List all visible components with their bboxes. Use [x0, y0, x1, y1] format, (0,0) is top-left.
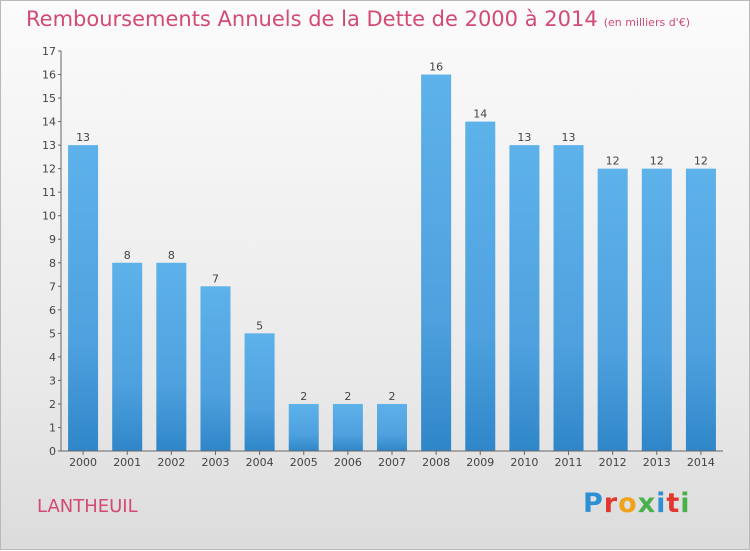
- y-tick-label: 14: [42, 116, 56, 129]
- x-tick-label: 2012: [599, 456, 627, 469]
- bar: [68, 145, 99, 451]
- y-tick-label: 9: [49, 233, 56, 246]
- data-label: 12: [650, 155, 664, 168]
- x-tick-label: 2003: [201, 456, 229, 469]
- x-tick-label: 2004: [246, 456, 274, 469]
- data-label: 13: [562, 131, 576, 144]
- bar: [509, 145, 540, 451]
- bar: [288, 403, 319, 451]
- x-tick-label: 2006: [334, 456, 362, 469]
- chart-title-text: Remboursements Annuels de la Dette de 20…: [26, 7, 598, 31]
- x-tick-label: 2000: [69, 456, 97, 469]
- y-tick-label: 10: [42, 210, 56, 223]
- y-tick-label: 16: [42, 69, 56, 82]
- x-tick-label: 2005: [290, 456, 318, 469]
- x-tick-label: 2010: [510, 456, 538, 469]
- x-tick-label: 2007: [378, 456, 406, 469]
- y-tick-label: 1: [49, 421, 56, 434]
- chart-title: Remboursements Annuels de la Dette de 20…: [26, 7, 690, 31]
- y-tick-label: 6: [49, 304, 56, 317]
- bar: [465, 121, 496, 452]
- y-tick-label: 13: [42, 139, 56, 152]
- bar: [421, 74, 452, 451]
- bar: [244, 333, 275, 451]
- y-tick-label: 8: [49, 257, 56, 270]
- y-tick-label: 5: [49, 327, 56, 340]
- y-tick-label: 2: [49, 398, 56, 411]
- data-label: 13: [76, 131, 90, 144]
- data-label: 12: [694, 155, 708, 168]
- bar: [553, 145, 584, 451]
- y-tick-label: 0: [49, 445, 56, 458]
- x-tick-label: 2008: [422, 456, 450, 469]
- y-tick-label: 17: [42, 45, 56, 58]
- logo-letter: t: [666, 488, 681, 519]
- chart-unit: (en milliers d'€): [603, 16, 690, 29]
- data-label: 2: [344, 390, 351, 403]
- bar: [156, 262, 187, 451]
- data-label: 8: [124, 249, 131, 262]
- y-tick-label: 4: [49, 351, 56, 364]
- commune-name: LANTHEUIL: [37, 496, 138, 517]
- proxiti-logo[interactable]: Proxiti: [583, 488, 691, 519]
- x-tick-label: 2009: [466, 456, 494, 469]
- logo-letter: o: [618, 488, 638, 519]
- x-tick-label: 2011: [555, 456, 583, 469]
- data-label: 2: [389, 390, 396, 403]
- data-label: 7: [212, 272, 219, 285]
- y-tick-label: 3: [49, 374, 56, 387]
- bar: [685, 168, 716, 451]
- logo-letter: i: [656, 488, 667, 519]
- data-label: 14: [473, 108, 487, 121]
- bar: [112, 262, 143, 451]
- y-tick-label: 11: [42, 186, 56, 199]
- bar: [641, 168, 672, 451]
- bar: [200, 286, 231, 451]
- data-label: 2: [300, 390, 307, 403]
- data-label: 13: [517, 131, 531, 144]
- bar: [377, 403, 407, 451]
- data-label: 12: [606, 155, 620, 168]
- x-tick-label: 2001: [113, 456, 141, 469]
- bar: [597, 168, 628, 451]
- logo-letter: r: [603, 488, 619, 519]
- bar: [332, 403, 363, 451]
- y-tick-label: 7: [49, 280, 56, 293]
- y-tick-label: 12: [42, 163, 56, 176]
- logo-letter: i: [680, 488, 691, 519]
- logo-letter: P: [583, 488, 604, 519]
- x-tick-label: 2014: [687, 456, 715, 469]
- data-label: 5: [256, 319, 263, 332]
- logo-letter: x: [637, 488, 657, 519]
- data-label: 16: [429, 61, 443, 74]
- data-label: 8: [168, 249, 175, 262]
- y-tick-label: 15: [42, 92, 56, 105]
- x-tick-label: 2002: [157, 456, 185, 469]
- x-tick-label: 2013: [643, 456, 671, 469]
